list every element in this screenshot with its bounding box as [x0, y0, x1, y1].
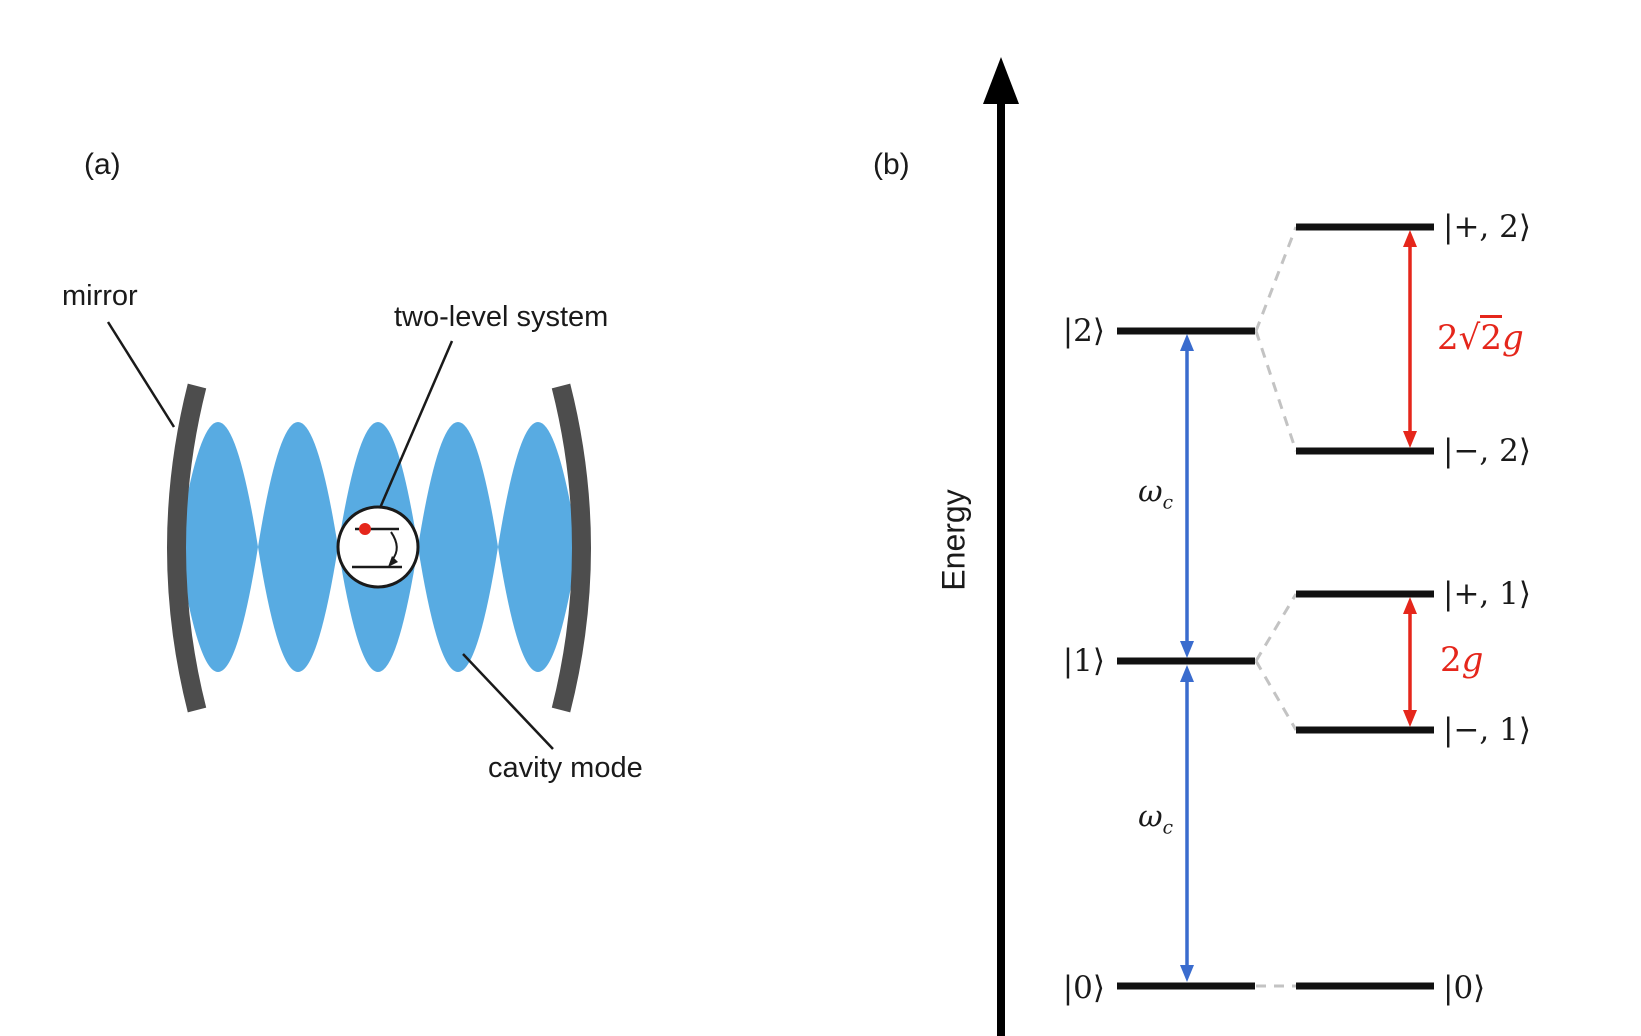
splitting-arrow-n2	[1403, 230, 1417, 448]
arrowhead-up	[1180, 665, 1194, 682]
ket-label-n0: |0⟩	[1062, 970, 1105, 1006]
level-connector	[1254, 660, 1298, 731]
two-level-pointer-line	[378, 340, 454, 509]
panel-a-tag: (a)	[84, 148, 121, 181]
two-level-circle	[336, 505, 420, 589]
energy-axis	[983, 57, 1019, 1036]
energy-axis-arrowhead	[983, 57, 1019, 104]
omega-symbol: ω	[1138, 799, 1163, 835]
omega-symbol: ω	[1138, 474, 1163, 510]
right-mirror	[551, 383, 591, 713]
ket-label-plus1: |+, 1⟩	[1443, 576, 1531, 612]
energy-diagram	[983, 57, 1434, 1036]
arrowhead-up	[1180, 334, 1194, 351]
two-level-system-label: two-level system	[394, 301, 609, 333]
mirror-pointer-line	[106, 321, 176, 428]
coupling-g: g	[1501, 318, 1524, 358]
cavity-mode-field	[178, 422, 578, 672]
panel-b-tag: (b)	[873, 148, 910, 181]
decay-arrow-head	[388, 556, 398, 567]
coefficient: 2	[1437, 318, 1459, 358]
arrowhead-up	[1403, 597, 1417, 614]
cavity-mode-lobe	[178, 422, 258, 672]
omega-subscript: c	[1162, 817, 1173, 839]
omega-c-label-lower: ωc	[1085, 800, 1173, 839]
left-mirror	[167, 383, 207, 713]
cavity-schematic	[106, 321, 591, 750]
two-level-system-marker	[336, 505, 420, 589]
cavity-mode-lobe	[498, 422, 578, 672]
cavity-mode-lobe	[258, 422, 338, 672]
omega-c-label-upper: ωc	[1085, 475, 1173, 514]
arrowhead-down	[1180, 965, 1194, 982]
cavity-mode-lobe	[418, 422, 498, 672]
splitting-label-n2: 2√2g	[1437, 315, 1524, 358]
mirror-label: mirror	[62, 280, 138, 312]
cavity-transition-arrow-1-0	[1180, 665, 1194, 982]
electron-dot	[359, 523, 371, 535]
level-connector	[1254, 226, 1298, 332]
ket-label-minus2: |−, 2⟩	[1443, 433, 1531, 469]
arrowhead-down	[1180, 641, 1194, 658]
arrowhead-down	[1403, 431, 1417, 448]
cavity-mode-pointer-line	[462, 653, 554, 750]
omega-subscript: c	[1162, 492, 1173, 514]
ket-label-n2: |2⟩	[1062, 313, 1105, 349]
ket-label-plus2: |+, 2⟩	[1443, 209, 1531, 245]
energy-axis-label: Energy	[935, 489, 972, 591]
coefficient: 2	[1440, 640, 1462, 680]
ket-label-n1: |1⟩	[1062, 643, 1105, 679]
level-connector	[1254, 330, 1298, 452]
ket-label-ground: |0⟩	[1443, 970, 1486, 1006]
cavity-transition-arrow-2-1	[1180, 334, 1194, 658]
arrowhead-up	[1403, 230, 1417, 247]
splitting-label-n1: 2g	[1440, 640, 1483, 680]
cavity-mode-label: cavity mode	[488, 752, 643, 784]
radical-sign: √	[1458, 318, 1481, 358]
splitting-arrow-n1	[1403, 597, 1417, 727]
radicand: 2	[1480, 315, 1502, 358]
level-connector	[1254, 593, 1298, 662]
ket-label-minus1: |−, 1⟩	[1443, 712, 1531, 748]
coupling-g: g	[1461, 640, 1484, 680]
arrowhead-down	[1403, 710, 1417, 727]
